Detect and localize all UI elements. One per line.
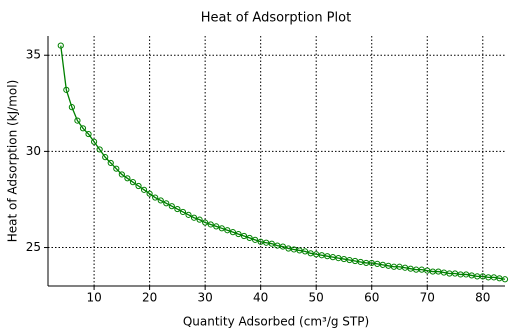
- data-point: [379, 261, 386, 268]
- data-point: [85, 130, 92, 138]
- data-point: [301, 248, 309, 255]
- data-point: [335, 255, 342, 262]
- data-point: [196, 216, 203, 223]
- x-axis-label: Quantity Adsorbed (cm³/g STP): [183, 315, 369, 329]
- data-point: [368, 259, 375, 267]
- data-point: [263, 239, 270, 246]
- data-point: [90, 138, 98, 145]
- data-point: [401, 264, 409, 271]
- data-point: [157, 197, 164, 204]
- x-tick-label: 70: [420, 291, 435, 305]
- x-tick-label: 40: [253, 291, 268, 305]
- data-point: [329, 254, 336, 261]
- data-point: [324, 253, 331, 260]
- data-point: [252, 236, 259, 243]
- x-tick-label: 50: [309, 291, 324, 305]
- data-point: [96, 146, 103, 153]
- data-point: [240, 232, 248, 240]
- data-point: [496, 275, 503, 282]
- data-point: [140, 186, 148, 193]
- x-tick-label: 10: [86, 291, 101, 305]
- data-point: [296, 247, 303, 254]
- data-point: [168, 203, 175, 210]
- data-point: [307, 250, 314, 257]
- x-tick-label: 20: [142, 291, 157, 305]
- data-point: [202, 219, 209, 226]
- data-point: [318, 252, 325, 259]
- data-point: [113, 165, 120, 172]
- x-tick-label: 30: [198, 291, 213, 305]
- data-point: [274, 242, 281, 249]
- data-point: [118, 171, 125, 178]
- data-point: [346, 256, 353, 264]
- y-tick-label: 30: [26, 144, 41, 158]
- data-point: [102, 154, 109, 161]
- data-point: [129, 179, 137, 186]
- data-point: [74, 117, 81, 124]
- data-point: [351, 257, 359, 265]
- data-point: [257, 238, 264, 245]
- data-point: [207, 221, 214, 228]
- data-point: [235, 230, 242, 238]
- x-tick-label: 60: [364, 291, 379, 305]
- data-point: [385, 262, 392, 269]
- data-point: [218, 225, 225, 232]
- data-point: [57, 42, 64, 49]
- data-point: [224, 227, 231, 234]
- data-point: [440, 269, 448, 276]
- data-point: [468, 272, 475, 279]
- data-point: [63, 86, 70, 93]
- data-point: [146, 190, 153, 197]
- data-point: [163, 200, 170, 207]
- data-point: [407, 265, 414, 272]
- data-point: [396, 263, 403, 270]
- data-point: [290, 246, 298, 253]
- data-point: [463, 271, 470, 278]
- data-point: [185, 211, 192, 218]
- data-point: [246, 234, 253, 242]
- data-point: [418, 266, 425, 273]
- data-point: [490, 274, 497, 281]
- x-tick-label: 80: [475, 291, 490, 305]
- data-point: [268, 240, 275, 247]
- data-point: [190, 214, 198, 221]
- data-point: [68, 104, 75, 111]
- data-point: [357, 258, 364, 266]
- data-point: [107, 159, 114, 167]
- data-point: [285, 245, 292, 252]
- data-point: [479, 273, 486, 280]
- y-tick-label: 25: [26, 240, 41, 254]
- data-point: [340, 255, 348, 263]
- data-point: [424, 267, 431, 274]
- data-point: [179, 208, 187, 216]
- data-point: [124, 175, 131, 182]
- data-point: [374, 260, 381, 267]
- data-point: [174, 205, 181, 213]
- data-point: [152, 194, 159, 201]
- data-point: [79, 125, 87, 132]
- data-point: [135, 182, 142, 190]
- y-axis-label: Heat of Adsorption (kJ/mol): [6, 80, 20, 242]
- chart-title: Heat of Adsorption Plot: [201, 11, 351, 26]
- data-point: [451, 270, 459, 277]
- data-point: [279, 243, 286, 250]
- data-point: [213, 223, 220, 230]
- data-point: [229, 229, 237, 236]
- data-point: [313, 251, 320, 258]
- data-point: [435, 268, 442, 275]
- y-tick-label: 35: [26, 48, 41, 62]
- data-point: [501, 276, 509, 283]
